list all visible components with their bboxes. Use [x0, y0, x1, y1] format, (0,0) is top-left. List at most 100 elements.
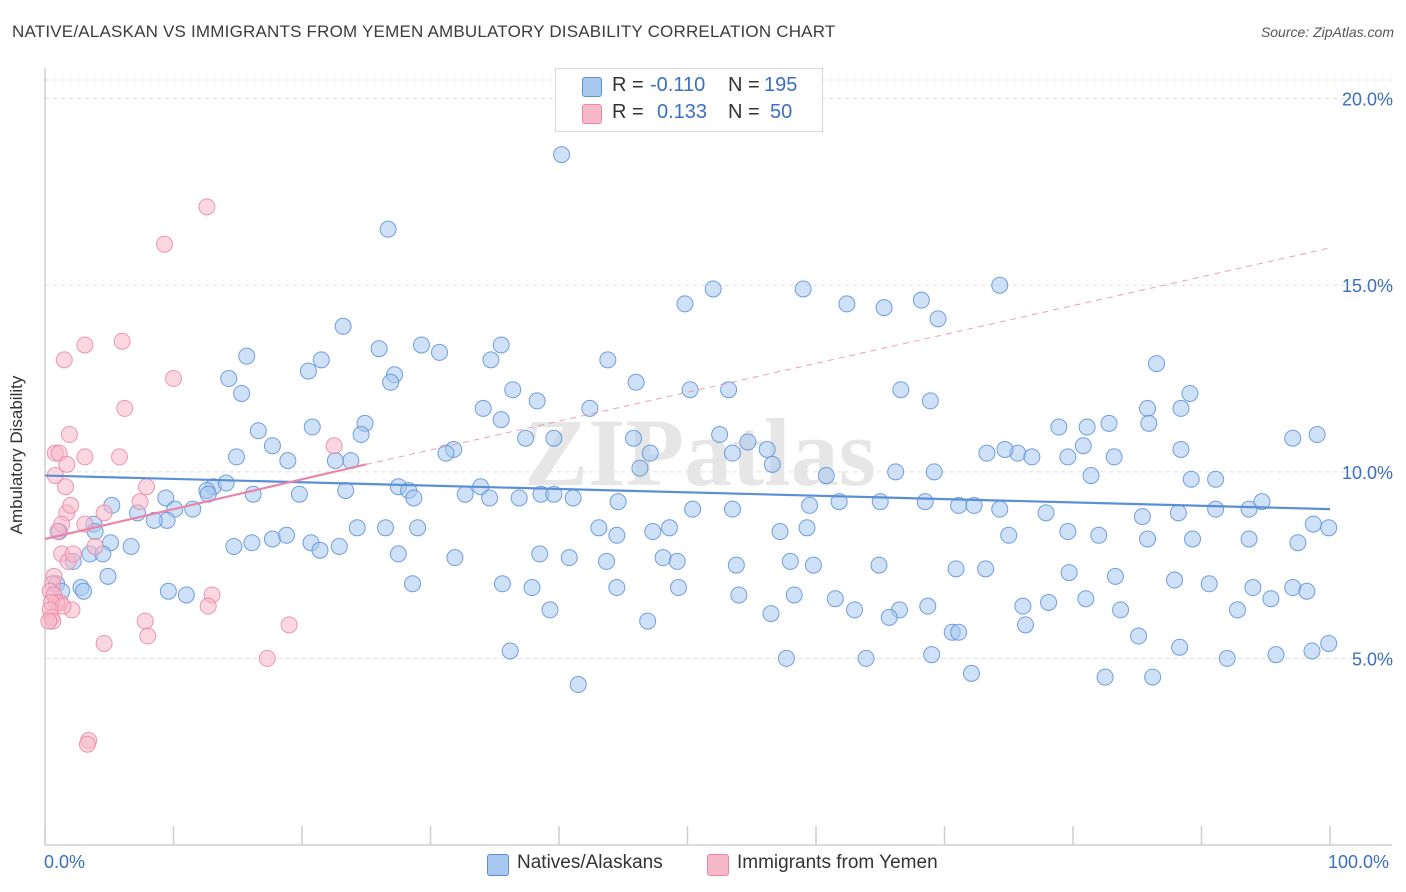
- point-natives: [326, 452, 344, 470]
- point-natives: [991, 276, 1009, 294]
- point-natives: [817, 467, 835, 485]
- point-natives: [762, 605, 780, 623]
- point-yemen: [116, 399, 134, 417]
- point-natives: [1200, 575, 1218, 593]
- point-natives: [1059, 523, 1077, 541]
- point-natives: [1284, 429, 1302, 447]
- point-yemen: [138, 478, 156, 496]
- point-natives: [1184, 530, 1202, 548]
- point-natives: [337, 481, 355, 499]
- point-natives: [875, 299, 893, 317]
- point-natives: [1023, 448, 1041, 466]
- point-natives: [781, 552, 799, 570]
- point-natives: [871, 493, 889, 511]
- point-natives: [334, 317, 352, 335]
- point-natives: [1016, 616, 1034, 634]
- trend-lines: [44, 247, 1331, 541]
- chart-title: NATIVE/ALASKAN VS IMMIGRANTS FROM YEMEN …: [12, 22, 836, 41]
- point-natives: [1139, 399, 1157, 417]
- point-natives: [711, 426, 729, 444]
- point-natives: [581, 399, 599, 417]
- legend-row-natives: R = -0.110 N = 195: [556, 74, 822, 100]
- point-natives: [912, 291, 930, 309]
- point-natives: [785, 586, 803, 604]
- point-natives: [199, 485, 217, 503]
- point-yemen: [55, 351, 73, 369]
- point-natives: [798, 519, 816, 537]
- y-tick-label: 15.0%: [1342, 276, 1393, 296]
- point-natives: [564, 489, 582, 507]
- watermark: ZIPatlas: [524, 399, 876, 506]
- legend-label-natives: Natives/Alaskans: [517, 852, 663, 873]
- point-natives: [923, 646, 941, 664]
- point-natives: [1172, 440, 1190, 458]
- point-natives: [1171, 638, 1189, 656]
- point-natives: [1139, 530, 1157, 548]
- point-yemen: [198, 198, 216, 216]
- point-natives: [887, 463, 905, 481]
- point-natives: [493, 575, 511, 593]
- point-natives: [1074, 437, 1092, 455]
- point-natives: [330, 537, 348, 555]
- point-yemen: [325, 437, 343, 455]
- legend-swatch-yemen: [582, 104, 602, 124]
- point-natives: [238, 347, 256, 365]
- point-natives: [950, 623, 968, 641]
- legend-r-value: 0.133: [657, 101, 708, 123]
- point-natives: [1207, 470, 1225, 488]
- point-natives: [1267, 646, 1285, 664]
- point-natives: [1320, 634, 1338, 652]
- point-natives: [1218, 649, 1236, 667]
- legend-n-label: N =: [728, 74, 760, 96]
- trend-line-yemen: [44, 463, 367, 541]
- point-natives: [159, 582, 177, 600]
- point-yemen: [95, 504, 113, 522]
- point-natives: [1040, 593, 1058, 611]
- point-natives: [145, 511, 163, 529]
- point-natives: [1112, 601, 1130, 619]
- point-natives: [1096, 668, 1114, 686]
- point-natives: [991, 500, 1009, 518]
- point-natives: [846, 601, 864, 619]
- point-natives: [492, 411, 510, 429]
- point-natives: [1014, 597, 1032, 615]
- point-natives: [720, 381, 738, 399]
- point-natives: [1182, 470, 1200, 488]
- point-natives: [1240, 500, 1258, 518]
- point-natives: [631, 459, 649, 477]
- point-yemen: [111, 448, 129, 466]
- source-label: Source: ZipAtlas.com: [1260, 24, 1394, 40]
- point-natives: [598, 552, 616, 570]
- point-natives: [517, 429, 535, 447]
- point-natives: [668, 552, 686, 570]
- point-natives: [99, 567, 117, 585]
- point-natives: [379, 220, 397, 238]
- stats-legend: R = -0.110 N = 195 R = 0.133 N = 50: [555, 68, 823, 132]
- point-natives: [382, 373, 400, 391]
- point-yemen: [78, 735, 96, 753]
- x-tick-label-min: 0.0%: [44, 852, 86, 872]
- point-natives: [263, 530, 281, 548]
- point-yemen: [139, 627, 157, 645]
- axes: [44, 68, 1392, 846]
- point-natives: [553, 146, 571, 164]
- point-natives: [510, 489, 528, 507]
- legend-n-label: N =: [728, 101, 760, 123]
- point-natives: [1262, 590, 1280, 608]
- point-natives: [947, 560, 965, 578]
- point-natives: [1169, 504, 1187, 522]
- point-natives: [977, 560, 995, 578]
- point-natives: [1130, 627, 1148, 645]
- point-natives: [916, 493, 934, 511]
- y-axis-label: Ambulatory Disability: [7, 375, 26, 535]
- point-yemen: [76, 448, 94, 466]
- point-yemen: [60, 426, 78, 444]
- point-natives: [1105, 448, 1123, 466]
- point-natives: [676, 295, 694, 313]
- point-yemen: [95, 634, 113, 652]
- point-natives: [684, 500, 702, 518]
- point-yemen: [199, 597, 217, 615]
- legend-r-value: -0.110: [650, 74, 706, 96]
- point-natives: [681, 381, 699, 399]
